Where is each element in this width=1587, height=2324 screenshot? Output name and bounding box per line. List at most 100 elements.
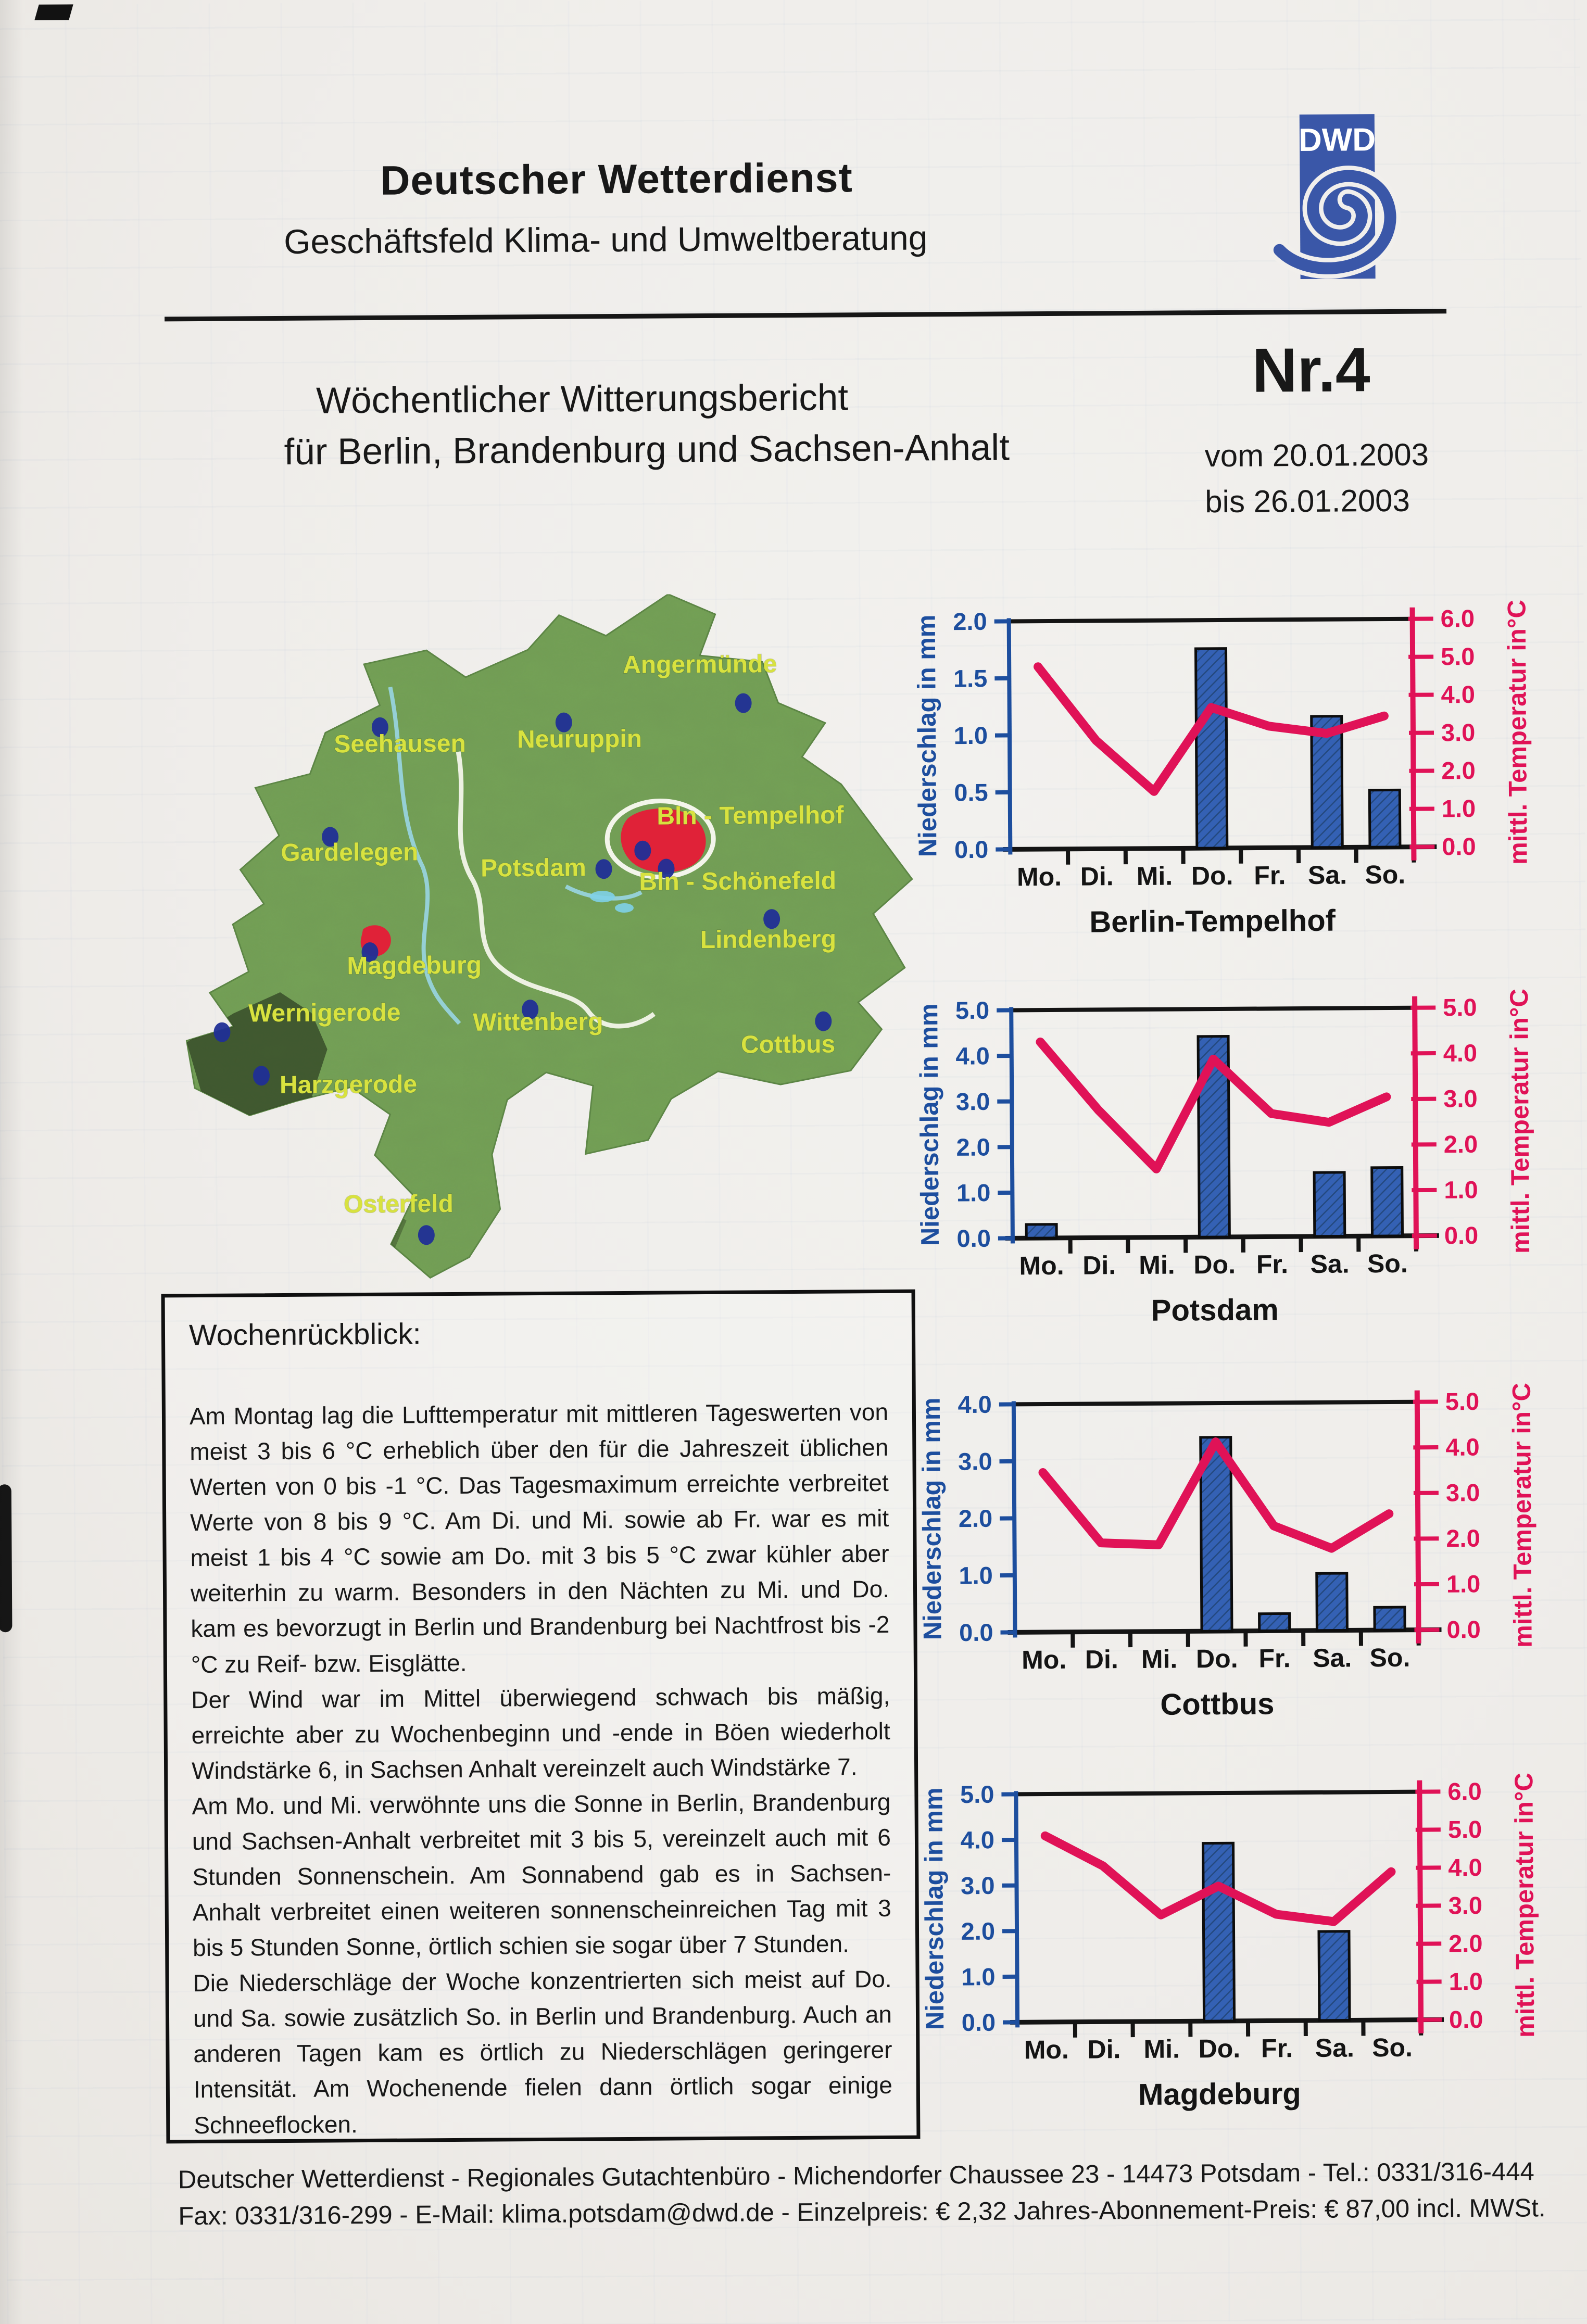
review-heading: Wochenrückblick:: [188, 1317, 421, 1353]
plot-top-border: [1009, 616, 1413, 624]
precip-bar: [1196, 1034, 1231, 1239]
map-station-dot: [763, 909, 780, 929]
left-axis-title: Niederschlag in mm: [920, 1787, 949, 2030]
left-axis-tick-label: 2.0: [953, 608, 987, 635]
right-axis-tick-label: 0.0: [1444, 1221, 1479, 1249]
right-axis-tick-label: 4.0: [1443, 1039, 1478, 1067]
right-axis-title: mittl. Temperatur in°C: [1510, 1773, 1540, 2038]
org-title: Deutscher Wetterdienst: [380, 154, 853, 204]
right-axis-tick-label: 5.0: [1443, 993, 1477, 1021]
right-axis-tick-label: 1.0: [1444, 1176, 1478, 1203]
left-axis: [1009, 1007, 1015, 1244]
day-label: Do.: [1191, 861, 1233, 890]
right-axis-tick-label: 6.0: [1447, 1777, 1482, 1805]
scan-artifact-top-left: [34, 4, 73, 20]
precip-bar: [1313, 1171, 1346, 1238]
plot-top-border: [1013, 1399, 1417, 1407]
day-label: Di.: [1085, 1645, 1118, 1674]
right-axis-tick-label: 0.0: [1449, 2005, 1483, 2033]
region-map: Angermünde Seehausen Neuruppin Gardelegen Bl…: [184, 592, 915, 1280]
map-station-dot: [735, 693, 752, 713]
scan-artifact-left-edge: [0, 1484, 12, 1633]
review-paragraphs: Am Montag lag die Lufttemperatur mit mit…: [190, 1394, 893, 2143]
left-axis-tick-label: 2.0: [956, 1133, 990, 1160]
plot-top-border: [1011, 1005, 1415, 1013]
map-station-dot: [658, 858, 675, 879]
precip-bar: [1368, 788, 1402, 849]
precip-bar: [1310, 715, 1344, 849]
map-station-dot: [371, 717, 388, 737]
map-city-label: Wernigerode: [248, 999, 401, 1028]
chart-cottbus: 0.0 1.0 2.0 3.0 4.0 0.0 1.0 2.0 3.0 4.0 5.0 Mo. Di. M…: [912, 1367, 1587, 1759]
right-axis-tick-label: 3.0: [1449, 1891, 1483, 1919]
temperature-line: [1036, 1037, 1391, 1173]
day-label: Mi.: [1141, 1645, 1178, 1674]
chart-svg: 0.0 1.0 2.0 3.0 4.0 5.0 0.0 1.0 2.0 3.0 4.0 5.0 6.0 M…: [920, 1773, 1540, 2112]
left-axis-tick-label: 5.0: [960, 1780, 994, 1808]
right-axis-tick-label: 3.0: [1441, 718, 1476, 746]
review-paragraph: Am Mo. und Mi. verwöhnte uns die Sonne i…: [192, 1788, 891, 1962]
precip-bar: [1025, 1223, 1058, 1240]
precip-bar: [1194, 647, 1229, 850]
precip-bar: [1317, 1930, 1351, 2022]
precip-bar: [1199, 1436, 1233, 1633]
day-label: Do.: [1196, 1644, 1238, 1673]
map-city-label: Bln - Tempelhof: [657, 801, 844, 830]
day-label: Sa.: [1315, 2033, 1354, 2062]
right-axis-tick-label: 4.0: [1441, 680, 1475, 708]
map-station-dot: [253, 1066, 270, 1086]
right-axis-title: mittl. Temperatur in°C: [1505, 989, 1535, 1254]
left-axis-tick-label: 1.0: [956, 1179, 991, 1206]
map-station-dot: [595, 859, 612, 879]
right-axis-tick-label: 0.0: [1446, 1615, 1481, 1643]
map-city-label: Gardelegen: [281, 838, 418, 867]
right-axis-tick-label: 5.0: [1445, 1387, 1480, 1415]
map-city-dots: [213, 693, 832, 1245]
issue-number: Nr.4: [1252, 335, 1370, 406]
day-label: So.: [1369, 1643, 1410, 1672]
logo-text: DWD: [1299, 122, 1376, 158]
right-axis-tick-label: 3.0: [1443, 1084, 1478, 1112]
day-label: Di.: [1082, 1251, 1116, 1280]
left-axis-tick-label: 0.0: [954, 836, 989, 863]
right-axis-title: mittl. Temperatur in°C: [1508, 1383, 1538, 1648]
footer: Deutscher Wetterdienst - Regionales Guta…: [178, 2154, 1553, 2234]
map-city-label: Osterfeld: [344, 1190, 454, 1218]
map-station-dot: [522, 1000, 539, 1020]
left-axis-tick-label: 0.0: [956, 1224, 991, 1252]
right-axis-tick-label: 1.0: [1446, 1570, 1481, 1597]
map-station-dot: [361, 942, 379, 962]
day-label: Sa.: [1310, 1249, 1349, 1278]
map-city-label: Harzgerode: [280, 1070, 417, 1099]
logo-spiral-icon: [1273, 170, 1396, 274]
chart-title: Magdeburg: [1138, 2077, 1301, 2112]
day-label: Sa.: [1313, 1643, 1352, 1672]
report-title-line2: für Berlin, Brandenburg und Sachsen-Anha…: [284, 427, 1010, 473]
temperature-line: [1038, 1437, 1394, 1553]
temperature-line: [1040, 1831, 1396, 1926]
review-paragraph: Der Wind war im Mittel überwiegend schwa…: [191, 1682, 890, 1784]
left-axis-tick-label: 4.0: [955, 1042, 990, 1069]
map-city-label: Lindenberg: [700, 925, 837, 954]
right-axis-tick-label: 2.0: [1444, 1130, 1478, 1158]
review-paragraph: Am Montag lag die Lufttemperatur mit mit…: [189, 1398, 890, 1678]
left-axis-tick-label: 3.0: [956, 1088, 990, 1115]
temperature-line: [1034, 662, 1389, 796]
map-station-dot: [213, 1022, 231, 1042]
day-label: Mi.: [1143, 2035, 1180, 2064]
map-city-label: Seehausen: [334, 730, 466, 759]
day-label: So.: [1372, 2033, 1413, 2062]
right-axis-title: mittl. Temperatur in°C: [1503, 600, 1532, 865]
chart-title: Cottbus: [1160, 1687, 1274, 1721]
map-station-dot: [815, 1011, 832, 1031]
left-axis-tick-label: 2.0: [961, 1917, 996, 1944]
right-axis-tick-label: 3.0: [1446, 1479, 1480, 1506]
left-axis-tick-label: 4.0: [958, 1391, 992, 1418]
map-city-label: Angermünde: [623, 650, 777, 679]
day-label: Fr.: [1256, 1249, 1288, 1279]
day-label: Mi.: [1139, 1251, 1175, 1280]
right-axis-tick-label: 2.0: [1449, 1929, 1483, 1957]
left-axis-tick-label: 1.0: [953, 722, 988, 749]
